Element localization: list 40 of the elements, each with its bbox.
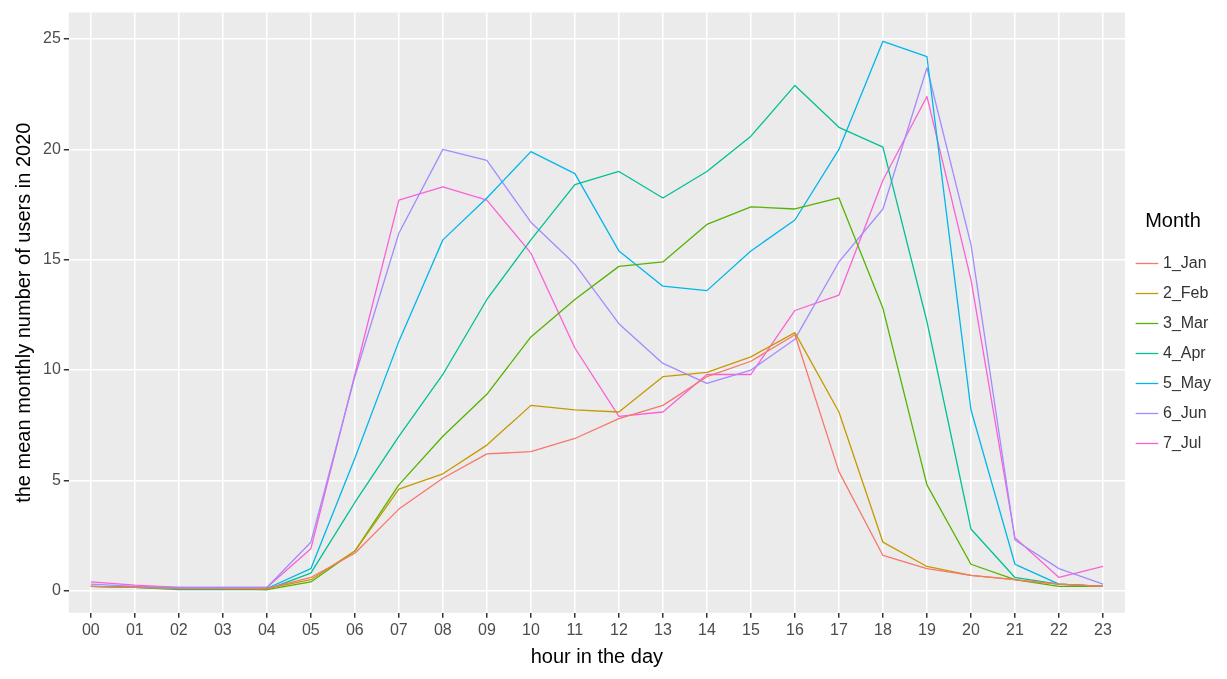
- legend-title: Month: [1145, 209, 1201, 232]
- x-tick-label: 17: [830, 620, 848, 638]
- y-tick-label: 20: [43, 139, 61, 157]
- x-tick-label: 16: [786, 620, 804, 638]
- x-tick-label: 20: [962, 620, 980, 638]
- x-tick-label: 15: [742, 620, 760, 638]
- x-tick-label: 10: [521, 620, 540, 638]
- x-tick-label: 06: [345, 620, 364, 638]
- x-tick-label: 03: [213, 620, 232, 638]
- y-tick-label: 15: [43, 250, 61, 268]
- legend-label: 4_Apr: [1162, 343, 1207, 362]
- x-tick-label: 07: [389, 620, 408, 638]
- x-tick-label: 13: [654, 620, 672, 638]
- y-tick-label: 25: [43, 29, 61, 47]
- legend-label: 1_Jan: [1162, 253, 1207, 272]
- legend-label: 3_Mar: [1162, 313, 1209, 332]
- x-tick-label: 09: [477, 620, 496, 638]
- x-tick-label: 14: [698, 620, 716, 638]
- y-tick-label: 5: [51, 470, 61, 488]
- x-tick-label: 22: [1050, 620, 1068, 638]
- x-tick-label: 00: [81, 620, 100, 638]
- x-tick-label: 01: [125, 620, 144, 638]
- y-tick-label: 10: [43, 360, 61, 378]
- legend-label: 2_Feb: [1162, 283, 1209, 302]
- x-tick-label: 19: [918, 620, 936, 638]
- x-tick-label: 02: [169, 620, 188, 638]
- x-tick-label: 05: [301, 620, 320, 638]
- x-tick-label: 18: [874, 620, 892, 638]
- x-tick-label: 23: [1094, 620, 1112, 638]
- y-axis-title: the mean monthly number of users in 2020: [11, 122, 34, 503]
- x-axis-title: hour in the day: [530, 644, 664, 667]
- x-tick-label: 21: [1006, 620, 1024, 638]
- legend-label: 7_Jul: [1162, 433, 1202, 452]
- legend-label: 5_May: [1162, 373, 1212, 392]
- legend-label: 6_Jun: [1162, 403, 1207, 422]
- x-tick-label: 08: [433, 620, 452, 638]
- y-tick-label: 0: [51, 581, 61, 599]
- x-tick-label: 12: [609, 620, 628, 638]
- x-tick-label: 04: [257, 620, 276, 638]
- x-tick-label: 11: [566, 620, 584, 638]
